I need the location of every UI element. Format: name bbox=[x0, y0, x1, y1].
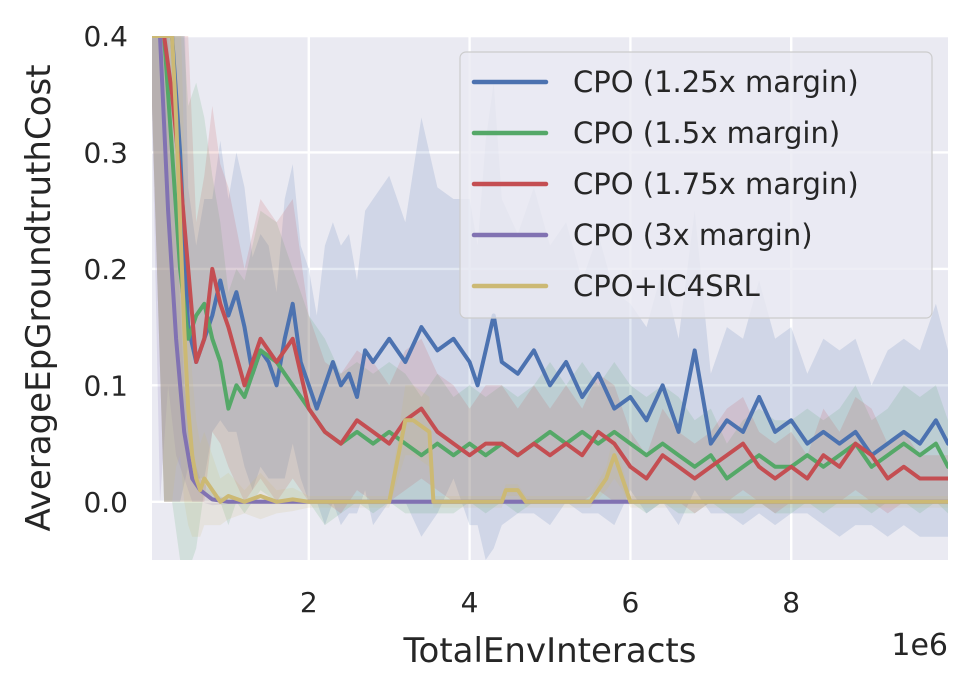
legend: CPO (1.25x margin) CPO (1.5x margin) CPO (… bbox=[459, 51, 933, 319]
line-cpo-1-75x-margin bbox=[152, 36, 948, 481]
legend-label-cpo-3x-margin: CPO (3x margin) bbox=[573, 218, 813, 252]
y-tick-label: 0.2 bbox=[83, 253, 128, 286]
y-tick-label: 0.0 bbox=[83, 486, 128, 519]
legend-box bbox=[459, 51, 933, 319]
line-cpo-ic4srl bbox=[152, 36, 948, 504]
y-tick-label: 0.4 bbox=[83, 20, 128, 53]
y-tick-label: 0.3 bbox=[83, 136, 128, 169]
x-tick-label: 4 bbox=[461, 586, 479, 619]
x-axis-offset-text: 1e6 bbox=[891, 628, 948, 663]
legend-label-cpo-ic4srl: CPO+IC4SRL bbox=[573, 269, 760, 303]
legend-label-cpo-1-25x-margin: CPO (1.25x margin) bbox=[573, 65, 859, 99]
series-lines bbox=[152, 36, 948, 504]
line-cpo-1-25x-margin bbox=[152, 36, 948, 458]
legend-label-cpo-1-5x-margin: CPO (1.5x margin) bbox=[573, 116, 840, 150]
y-axis-label: AverageEpGroundtruthCost bbox=[19, 64, 59, 531]
y-tick-label: 0.1 bbox=[83, 369, 128, 402]
x-tick-label: 6 bbox=[621, 586, 639, 619]
band-cpo-ic4srl bbox=[152, 36, 948, 537]
tick-labels: 2 4 6 8 0.0 0.1 0.2 0.3 0.4 bbox=[83, 20, 800, 619]
x-tick-label: 8 bbox=[782, 586, 800, 619]
x-tick-label: 2 bbox=[300, 586, 318, 619]
legend-label-cpo-1-75x-margin: CPO (1.75x margin) bbox=[573, 167, 859, 201]
band-cpo-1-75x-margin bbox=[152, 36, 948, 514]
x-axis-label: TotalEnvInteracts bbox=[403, 631, 697, 671]
